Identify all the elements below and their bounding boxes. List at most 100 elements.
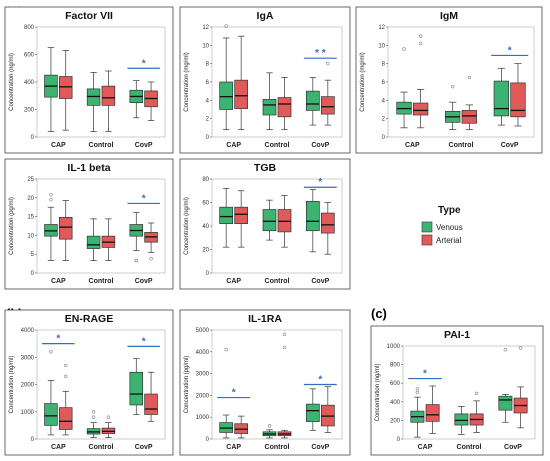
y-tick-label: 0 — [397, 437, 401, 443]
y-tick-label: 1000 — [196, 415, 210, 421]
y-axis-label: Concentration (mg/ml) — [184, 52, 190, 111]
y-tick-label: 40 — [202, 224, 209, 230]
outlier-point — [49, 193, 53, 197]
box-venous-cap — [44, 193, 58, 261]
y-tick-label: 0 — [206, 271, 210, 277]
chart-il-1ra: IL-1RA 0 1000 2000 3000 4000 5000 Concentration… — [179, 309, 351, 456]
significance-star: * — [142, 193, 146, 204]
outlier-point — [415, 387, 420, 391]
outlier-point — [267, 424, 272, 428]
x-category-label: CAP — [51, 142, 66, 149]
box-venous-control — [86, 72, 101, 132]
y-tick-label: 400 — [390, 400, 401, 406]
box-venous-covp — [129, 80, 144, 119]
y-tick-label: 3000 — [196, 372, 210, 378]
box-arterial-covp — [320, 61, 335, 126]
significance-star: * — [508, 45, 512, 56]
outlier-point — [451, 84, 455, 89]
y-tick-label: 10 — [202, 43, 209, 49]
box-iqr — [510, 82, 526, 118]
y-tick-label: 12 — [378, 25, 385, 31]
x-category-label: CAP — [226, 142, 241, 149]
y-tick-label: 1000 — [387, 344, 401, 350]
box-iqr — [412, 102, 429, 116]
x-category-label: Control — [89, 444, 114, 451]
plot-area — [211, 329, 343, 440]
box-arterial-control — [277, 332, 292, 439]
x-category-label: CovP — [135, 278, 153, 285]
y-tick-label: 2000 — [196, 393, 210, 399]
box-venous-cap — [219, 24, 234, 131]
x-category-label: CovP — [501, 142, 519, 149]
outlier-point — [91, 415, 96, 419]
y-tick-label: 60 — [202, 201, 209, 207]
box-venous-covp — [498, 348, 513, 423]
y-tick-label: 10 — [27, 233, 34, 239]
box-venous-control — [262, 424, 277, 439]
x-category-label: Control — [265, 444, 290, 451]
box-iqr — [129, 371, 144, 406]
box-iqr — [305, 403, 320, 422]
box-arterial-cap — [234, 35, 249, 131]
y-tick-label: 3000 — [21, 355, 35, 361]
box-venous-control — [262, 72, 277, 131]
box-iqr — [461, 110, 477, 124]
chart-title: IgA — [257, 10, 274, 22]
box-venous-cap — [410, 387, 425, 438]
box-arterial-covp — [144, 81, 158, 121]
y-axis-label: Concentration (mg/ml) — [360, 52, 366, 111]
chart-il-1-beta: IL-1 beta 0 5 10 15 20 25 Concentration (pg/ml)… — [4, 158, 174, 290]
y-tick-label: 400 — [24, 80, 35, 86]
box-iqr — [144, 393, 158, 415]
box-venous-cap — [219, 347, 234, 439]
y-axis-label: Concentration (ng/ml) — [9, 356, 15, 414]
box-venous-cap — [44, 47, 58, 132]
box-iqr — [454, 413, 469, 426]
y-tick-label: 8 — [382, 62, 386, 68]
panel-label-c: (c) — [371, 306, 387, 321]
y-tick-label: 800 — [24, 25, 35, 31]
box-iqr — [219, 81, 234, 110]
box-iqr — [219, 206, 234, 224]
chart-en-rage: EN-RAGE 0 1000 2000 3000 4000 Concentration (n… — [4, 309, 174, 456]
box-iqr — [101, 85, 116, 106]
outlier-point — [49, 197, 53, 202]
y-tick-label: 4 — [206, 98, 210, 104]
chart-title: TGB — [254, 162, 277, 174]
y-tick-label: 20 — [27, 196, 34, 202]
x-category-label: CovP — [504, 444, 522, 451]
y-tick-label: 6 — [382, 80, 386, 86]
plot-area — [402, 345, 536, 440]
outlier-point — [64, 374, 68, 379]
box-venous-cap — [219, 188, 234, 248]
chart-igm: IgM 0 2 4 6 8 10 12 Concentration (mg/ml) CAP Cont… — [355, 6, 543, 154]
x-category-label: CovP — [135, 444, 153, 451]
y-tick-label: 0 — [31, 271, 35, 277]
box-arterial-control — [101, 70, 116, 132]
box-arterial-cap — [58, 363, 73, 436]
y-tick-label: 200 — [390, 418, 401, 424]
box-arterial-cap — [58, 200, 73, 261]
y-tick-label: 0 — [206, 135, 210, 141]
chart-iga: IgA 0 2 4 6 8 10 12 Concentration (mg/ml) CAP Cont… — [179, 6, 351, 154]
y-tick-label: 10 — [378, 43, 385, 49]
box-iqr — [262, 209, 277, 232]
box-arterial-control — [469, 391, 484, 433]
significance-star: * — [318, 177, 322, 188]
y-tick-label: 1000 — [21, 410, 35, 416]
y-tick-label: 0 — [206, 437, 210, 443]
chart-title: Factor VII — [65, 10, 113, 22]
box-iqr — [234, 206, 249, 224]
legend-label-venous: Venous — [436, 223, 463, 232]
significance-star: * — [318, 375, 322, 386]
x-category-label: Control — [449, 142, 474, 149]
outlier-point — [49, 350, 53, 354]
outlier-point — [282, 332, 287, 337]
chart-frame — [370, 325, 544, 456]
outlier-point — [326, 61, 330, 66]
x-category-label: Control — [457, 444, 482, 451]
significance-star: * * — [315, 48, 326, 59]
chart-frame — [4, 6, 174, 154]
outlier-point — [518, 346, 523, 350]
